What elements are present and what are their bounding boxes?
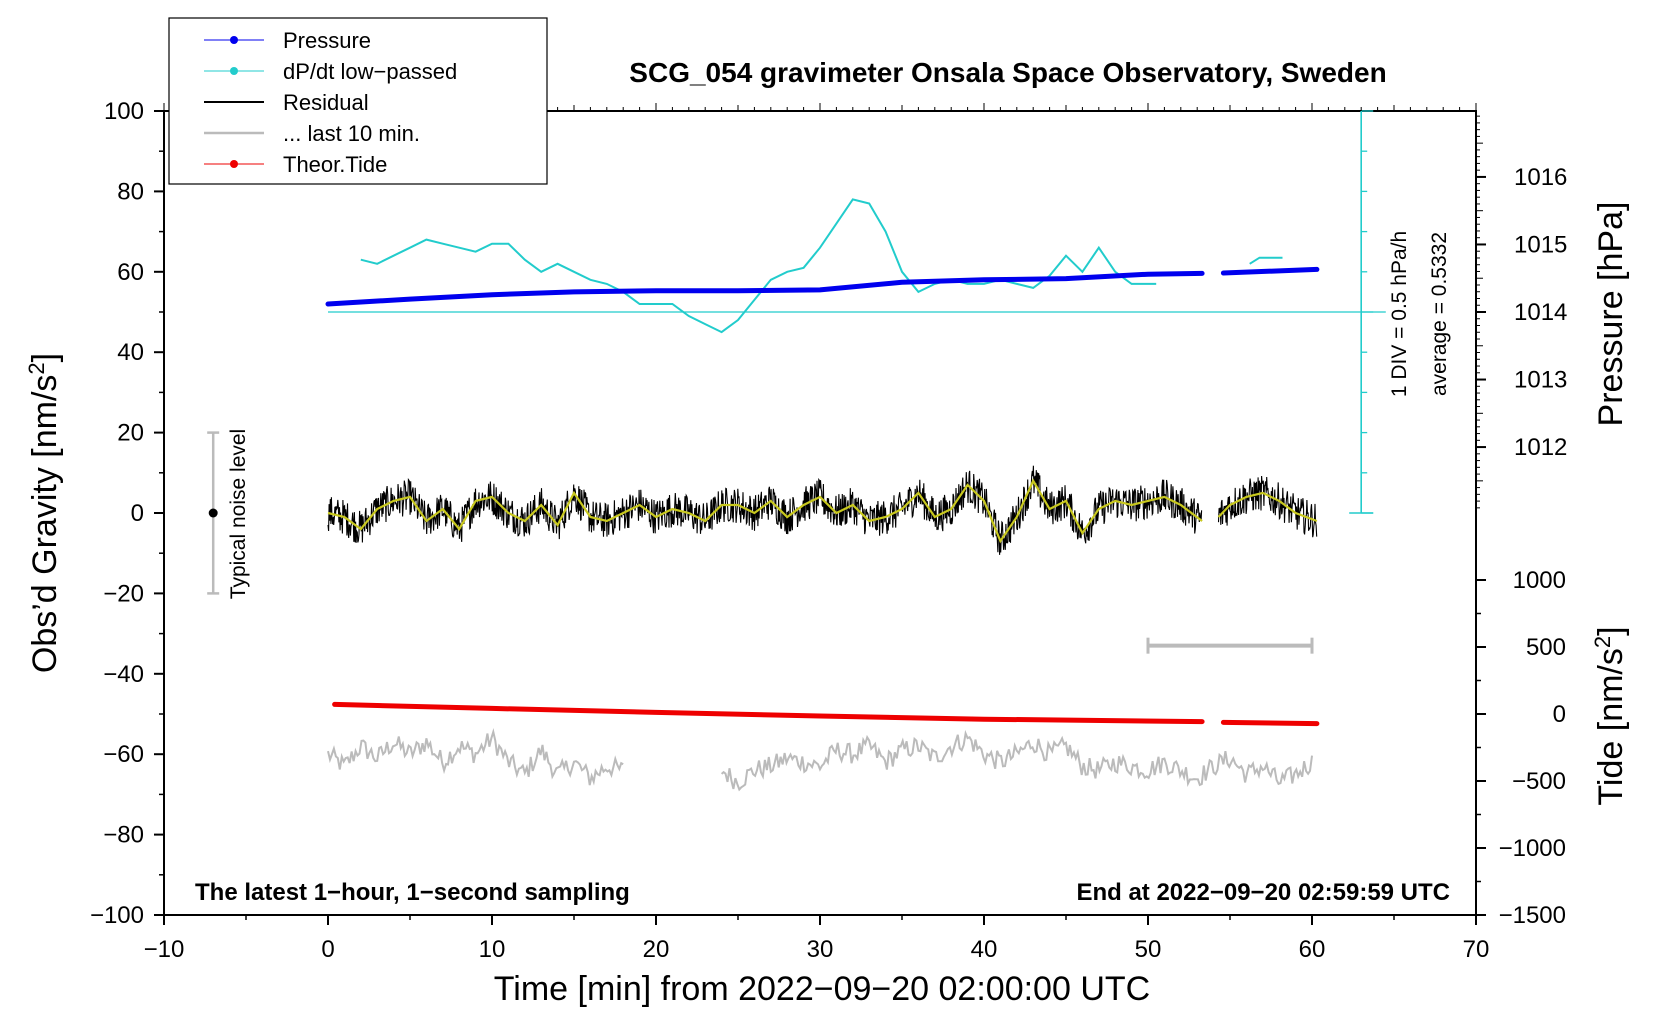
residual-line-segment-1 <box>1217 475 1318 538</box>
y-tick-label: 100 <box>104 98 144 125</box>
noise-level-label: Typical noise level <box>227 429 250 599</box>
x-tick-label: 0 <box>321 936 334 963</box>
y-tick-label: 80 <box>117 178 144 205</box>
x-tick-label: −10 <box>144 936 185 963</box>
last10-line-segment-1 <box>720 729 1313 792</box>
pressure-tick-label: 1012 <box>1514 434 1567 461</box>
legend-pressure-label: Pressure <box>283 28 371 53</box>
y-tick-label: 20 <box>117 420 144 447</box>
scale-div-label: 1 DIV = 0.5 hPa/h <box>1388 231 1411 397</box>
legend-tide-marker <box>230 160 238 168</box>
residual-smoothed-segment-0 <box>327 478 1203 544</box>
chart-title: SCG_054 gravimeter Onsala Space Observat… <box>629 57 1386 88</box>
tide-tick-label: −1000 <box>1499 835 1566 862</box>
legend-dpdt-label: dP/dt low−passed <box>283 59 457 84</box>
y-axis-title-end: ] <box>26 353 64 362</box>
tide-tick-label: 500 <box>1526 634 1566 661</box>
average-label: average = 0.5332 <box>1428 232 1451 396</box>
pressure-axis-title: Pressure [hPa] <box>1592 202 1630 427</box>
y-tick-label: 60 <box>117 259 144 286</box>
footer-left: The latest 1−hour, 1−second sampling <box>195 879 630 906</box>
y-tick-label: −60 <box>103 741 144 768</box>
tide-line-segment-0 <box>332 701 1205 725</box>
tide-tick-label: 1000 <box>1513 567 1566 594</box>
y-axis-title: Obs’d Gravity [nm/s2] <box>24 353 64 673</box>
x-tick-label: 50 <box>1135 936 1162 963</box>
tide-tick-label: −500 <box>1512 768 1566 795</box>
legend: Pressure dP/dt low−passed Residual ... l… <box>168 17 548 185</box>
axes-layer: −10 0 10 20 30 40 50 60 70−100−80−60−40−20020406… <box>90 98 1567 963</box>
last10-line-segment-0 <box>327 728 624 786</box>
x-tick-label: 40 <box>971 936 998 963</box>
y-tick-label: 40 <box>117 339 144 366</box>
tide-tick-label: −1500 <box>1499 902 1566 929</box>
tide-tick-label: 0 <box>1553 701 1566 728</box>
pressure-line-segment-1 <box>1220 266 1320 276</box>
x-tick-label: 70 <box>1463 936 1490 963</box>
series-layer <box>207 110 1386 792</box>
y-tick-label: −40 <box>103 661 144 688</box>
pressure-tick-label: 1016 <box>1514 164 1567 191</box>
residual-smoothed-segment-1 <box>1217 491 1318 523</box>
legend-residual-label: Residual <box>283 90 369 115</box>
y-axis-title-sup: 2 <box>24 362 49 374</box>
residual-line-segment-0 <box>327 465 1203 555</box>
tide-axis-title-main: Tide [nm/s <box>1592 648 1630 805</box>
tide-axis-title-sup: 2 <box>1590 636 1615 648</box>
y-tick-label: −20 <box>103 580 144 607</box>
x-tick-label: 10 <box>479 936 506 963</box>
y-tick-label: −100 <box>90 902 144 929</box>
x-axis-title: Time [min] from 2022−09−20 02:00:00 UTC <box>494 970 1150 1008</box>
legend-dpdt-marker <box>230 67 238 75</box>
y-axis-title-main: Obs’d Gravity [nm/s <box>26 375 64 674</box>
noise-bar-center <box>208 508 218 518</box>
pressure-tick-label: 1015 <box>1514 231 1567 258</box>
dpdt-line-segment-1 <box>1249 256 1283 265</box>
x-tick-label: 20 <box>643 936 670 963</box>
footer-right: End at 2022−09−20 02:59:59 UTC <box>1076 879 1450 906</box>
y-tick-label: −80 <box>103 822 144 849</box>
legend-tide-label: Theor.Tide <box>283 152 387 177</box>
pressure-tick-label: 1013 <box>1514 367 1567 394</box>
tide-axis-title-end: ] <box>1592 626 1630 635</box>
legend-last10-label: ... last 10 min. <box>283 121 420 146</box>
pressure-line-segment-0 <box>325 270 1205 307</box>
tide-axis-title: Tide [nm/s2] <box>1590 626 1630 805</box>
legend-pressure-marker <box>230 36 238 44</box>
y-tick-label: 0 <box>131 500 144 527</box>
x-tick-label: 60 <box>1299 936 1326 963</box>
x-tick-label: 30 <box>807 936 834 963</box>
tide-line-segment-1 <box>1220 719 1320 727</box>
pressure-tick-label: 1014 <box>1514 299 1567 326</box>
